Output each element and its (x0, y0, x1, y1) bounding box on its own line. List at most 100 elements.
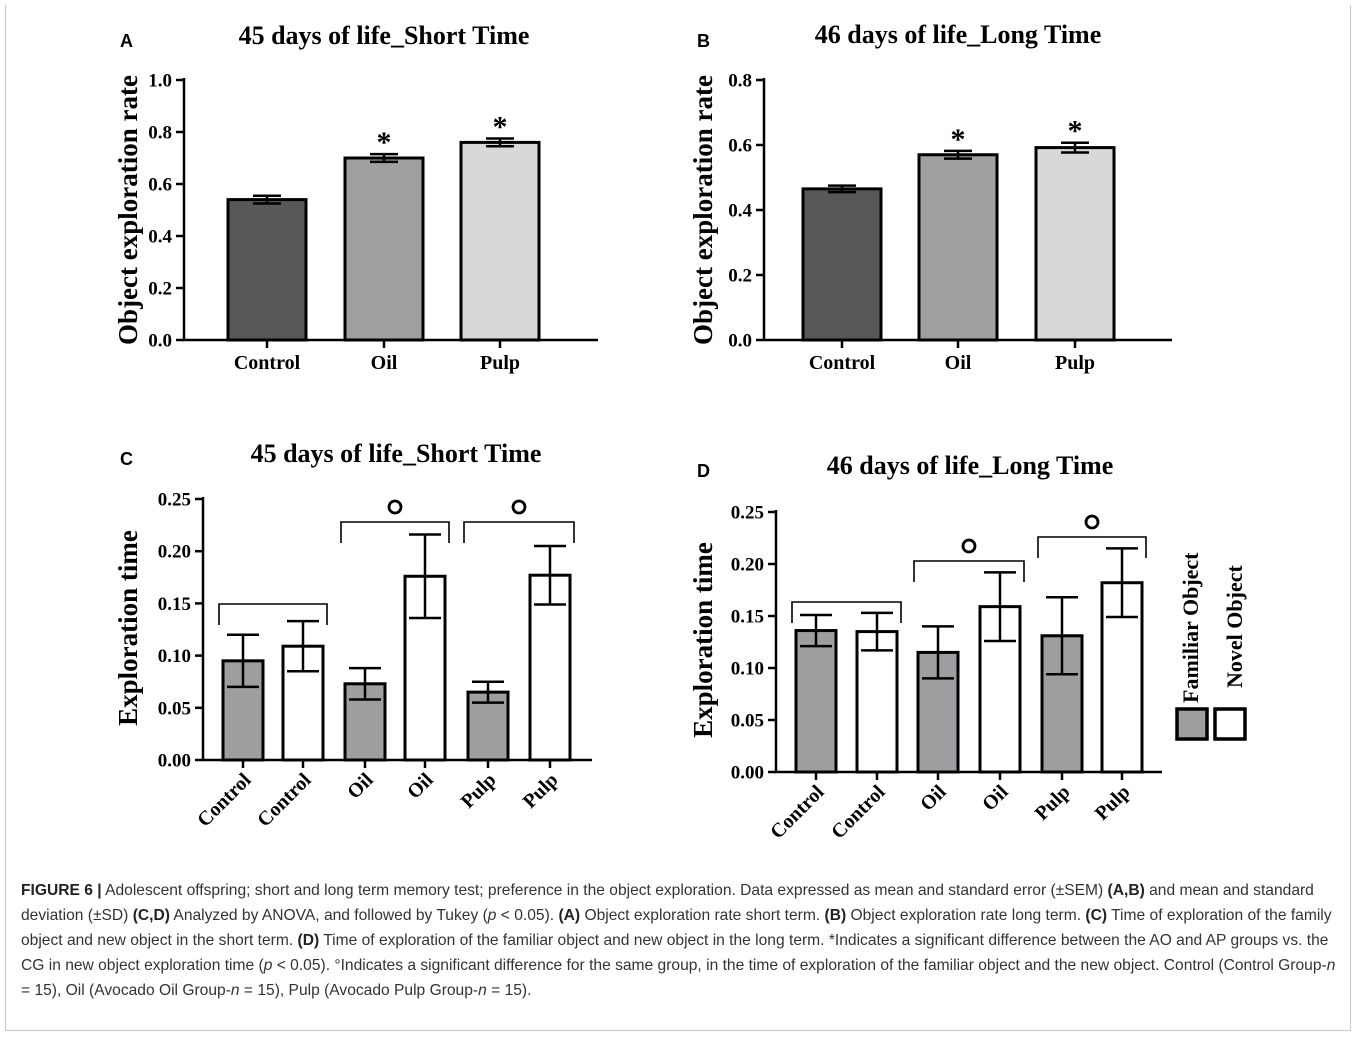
y-tick-label: 0.15 (731, 607, 764, 628)
bar (226, 198, 308, 342)
panel-a-letter: A (120, 31, 133, 51)
significance-circle (511, 499, 527, 515)
legend-novel-swatch (1213, 707, 1247, 741)
x-tick-label: Control (234, 352, 301, 374)
y-tick-label: 0.8 (728, 71, 752, 92)
y-tick-label: 0.15 (158, 594, 191, 615)
panel-d-letter: D (697, 461, 710, 481)
panel-c-title: 45 days of life_Short Time (251, 439, 542, 468)
bar (1034, 146, 1116, 342)
figure-frame (5, 5, 1351, 1031)
y-tick-label: 0.6 (148, 175, 172, 196)
caption-text: Object exploration rate long term. (846, 907, 1086, 924)
x-tick-label: Oil (403, 769, 438, 804)
legend-familiar-swatch (1175, 707, 1209, 741)
x-tick-label: Oil (978, 781, 1013, 816)
caption-text: Time of exploration of the familiar obje… (21, 932, 1329, 974)
caption-panel-ref: (A) (558, 907, 581, 924)
y-tick-label: 0.0 (728, 331, 752, 352)
significance-circle (387, 499, 403, 515)
caption-text: = 15), Oil (Avocado Oil Group- (21, 982, 231, 999)
x-tick-label: Oil (371, 352, 398, 374)
legend-familiar-label: Familiar Object (1178, 552, 1203, 703)
comparison-bracket (1037, 536, 1147, 558)
y-tick-label: 0.2 (728, 266, 752, 287)
caption-text: Time of exploration of the family object… (21, 907, 1332, 949)
significance-circle (961, 538, 977, 554)
caption-panel-ref: (C,D) (132, 907, 170, 924)
panel-d: D 46 days of life_Long Time Exploration … (688, 451, 1247, 843)
comparison-bracket (913, 560, 1025, 582)
y-tick-label: 0.00 (731, 763, 764, 784)
panel-b-y-axis-title: Object exploration rate (688, 75, 718, 345)
caption-panel-ref: (B) (824, 907, 847, 924)
caption-panel-ref: (A,B) (1107, 882, 1145, 899)
comparison-bracket (463, 521, 575, 543)
y-tick-label: 0.10 (158, 646, 191, 667)
comparison-bracket (218, 603, 328, 625)
x-tick-label: Oil (343, 769, 378, 804)
novel-object-bar (855, 630, 899, 774)
caption-italic: p (263, 957, 273, 974)
x-tick-label: Pulp (480, 352, 520, 374)
caption-text: Object exploration rate short term. (580, 907, 825, 924)
x-tick-label: Pulp (1055, 352, 1095, 374)
x-tick-label: Oil (916, 781, 951, 816)
caption-panel-ref: (D) (297, 932, 320, 949)
figure-charts: A 45 days of life_Short Time Object expl… (113, 20, 1247, 843)
caption-italic: n (230, 982, 240, 999)
y-tick-label: 0.00 (158, 751, 191, 772)
figure-caption: FIGURE 6 | Adolescent offspring; short a… (21, 878, 1341, 1003)
y-tick-label: 0.2 (148, 279, 172, 300)
caption-italic: n (478, 982, 487, 999)
x-tick-label: Control (827, 781, 890, 844)
panel-b-plot: 0.0 0.2 0.4 0.6 0.8 Control Oil * Pulp * (728, 71, 1172, 374)
x-tick-label: Oil (945, 352, 972, 374)
y-tick-label: 0.6 (728, 136, 752, 157)
legend: Familiar Object Novel Object (1175, 552, 1247, 741)
caption-text: = 15), Pulp (Avocado Pulp Group- (239, 982, 479, 999)
y-tick-label: 0.20 (731, 555, 764, 576)
panel-a-title: 45 days of life_Short Time (239, 21, 530, 50)
caption-italic: n (1326, 957, 1336, 974)
significance-circle (1084, 514, 1100, 530)
significance-star: * (377, 126, 392, 159)
caption-italic: p (487, 907, 497, 924)
x-tick-label: Control (253, 769, 316, 832)
comparison-bracket (340, 521, 450, 543)
x-tick-label: Control (766, 781, 829, 844)
panel-d-title: 46 days of life_Long Time (827, 451, 1114, 480)
x-tick-label: Control (193, 769, 256, 832)
x-tick-label: Pulp (1031, 781, 1075, 825)
comparison-bracket (791, 601, 902, 623)
caption-text: = 15). (486, 982, 532, 999)
y-tick-label: 0.4 (728, 201, 752, 222)
y-tick-label: 0.0 (148, 331, 172, 352)
caption-text: < 0.05). °Indicates a significant differ… (272, 957, 1327, 974)
caption-text: Adolescent offspring; short and long ter… (101, 882, 1108, 899)
significance-star: * (493, 111, 508, 144)
x-tick-label: Pulp (519, 769, 563, 813)
caption-figure-label: FIGURE 6 | (21, 882, 102, 899)
panel-c-y-axis-title: Exploration time (113, 530, 143, 726)
legend-novel-label: Novel Object (1222, 565, 1247, 688)
y-tick-label: 0.25 (731, 503, 764, 524)
y-tick-label: 0.05 (731, 711, 764, 732)
panel-b-title: 46 days of life_Long Time (815, 20, 1102, 49)
y-tick-label: 0.05 (158, 698, 191, 719)
y-tick-label: 0.4 (148, 227, 172, 248)
panel-a-y-axis-title: Object exploration rate (113, 75, 143, 345)
caption-text: and mean and standard deviation (±SD) (21, 882, 1314, 924)
bar (917, 153, 999, 342)
caption-panel-ref: (C) (1085, 907, 1108, 924)
x-tick-label: Control (809, 352, 876, 374)
caption-text: Analyzed by ANOVA, and followed by Tukey… (169, 907, 488, 924)
y-tick-label: 0.25 (158, 490, 191, 511)
panel-d-y-axis-title: Exploration time (688, 542, 718, 738)
significance-star: * (951, 123, 966, 156)
bar (343, 156, 425, 342)
y-tick-label: 0.20 (158, 542, 191, 563)
y-tick-label: 0.8 (148, 123, 172, 144)
